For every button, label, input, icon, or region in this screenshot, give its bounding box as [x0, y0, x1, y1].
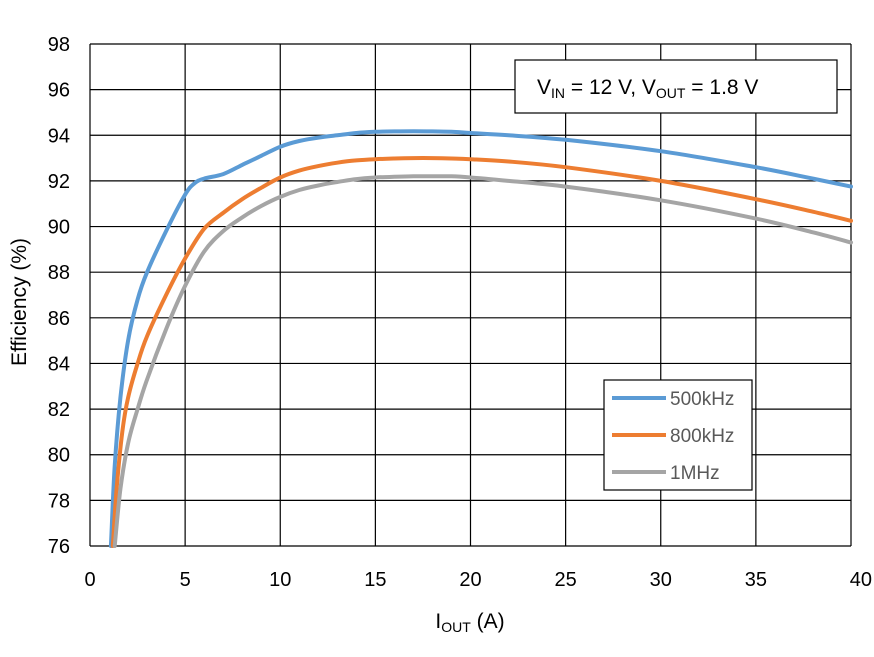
y-tick-label: 84: [48, 353, 70, 375]
legend-label-800khz: 800kHz: [670, 426, 734, 447]
x-tick-label: 35: [745, 569, 767, 591]
y-tick-label: 82: [48, 399, 70, 421]
y-tick-label: 80: [48, 445, 70, 467]
y-tick-label: 78: [48, 490, 70, 512]
x-tick-label: 5: [180, 569, 191, 591]
legend-label-1mhz: 1MHz: [670, 463, 720, 484]
y-tick-label: 90: [48, 217, 70, 239]
y-tick-label: 96: [48, 80, 70, 102]
grid-lines: [89, 43, 852, 547]
x-tick-label: 10: [269, 569, 291, 591]
series-line-500khz: [108, 129, 853, 548]
series-line-800khz: [110, 156, 853, 548]
y-axis-ticks: 76 78 80 82 84 86 88 90 92 94 96 98: [48, 34, 70, 558]
x-tick-label: 15: [364, 569, 386, 591]
x-axis-title: IOUT (A): [435, 610, 504, 635]
condition-annotation: VIN = 12 V, VOUT = 1.8 V: [514, 59, 838, 114]
x-tick-label: 40: [850, 569, 872, 591]
legend-label-500khz: 500kHz: [670, 389, 734, 410]
y-tick-label: 86: [48, 308, 70, 330]
y-tick-label: 76: [48, 536, 70, 558]
legend: 500kHz 800kHz 1MHz: [603, 379, 753, 491]
x-axis-ticks: 0 5 10 15 20 25 30 35 40: [84, 569, 872, 591]
y-tick-label: 94: [48, 125, 70, 147]
series-lines: [108, 129, 853, 548]
x-tick-label: 30: [650, 569, 672, 591]
series-line-1mhz: [112, 174, 853, 548]
annotation-box: [514, 59, 838, 114]
annotation-text: VIN = 12 V, VOUT = 1.8 V: [537, 76, 758, 101]
x-tick-label: 25: [555, 569, 577, 591]
y-axis-title: Efficiency (%): [8, 238, 31, 366]
x-tick-label: 20: [459, 569, 481, 591]
y-tick-label: 92: [48, 171, 70, 193]
y-tick-label: 98: [48, 34, 70, 56]
y-tick-label: 88: [48, 262, 70, 284]
x-tick-label: 0: [84, 569, 95, 591]
